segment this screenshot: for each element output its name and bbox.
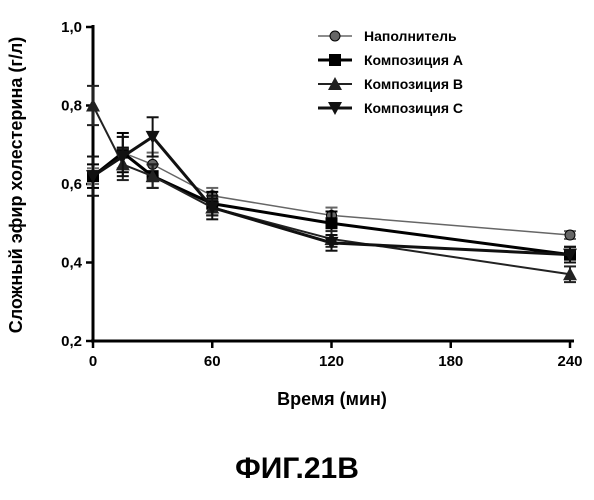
y-tick-label: 0,6: [61, 176, 82, 193]
axes: 0,2 0,4 0,6 0,8 1,0 0 60 120 180 240: [61, 19, 582, 370]
x-tick-label: 240: [557, 353, 582, 370]
x-tick-label: 0: [89, 353, 97, 370]
chart: 0,2 0,4 0,6 0,8 1,0 0 60 120 180 240 Наполнитель К…: [0, 0, 594, 440]
x-tick-label: 120: [319, 353, 344, 370]
y-tick-label: 0,8: [61, 98, 82, 115]
x-tick-label: 180: [438, 353, 463, 370]
y-tick-label: 0,2: [61, 333, 82, 350]
legend-marker: [329, 54, 341, 66]
series-4: [86, 117, 577, 262]
legend-label: Композиция B: [364, 76, 463, 92]
y-axis-label: Сложный эфир холестерина (г/л): [6, 37, 26, 334]
x-axis-label: Время (мин): [277, 389, 387, 409]
figure-caption: ФИГ.21В: [0, 452, 594, 486]
legend-label: Наполнитель: [364, 28, 457, 44]
legend-label: Композиция A: [364, 52, 463, 68]
legend-label: Композиция C: [364, 100, 463, 116]
legend-item: Наполнитель: [318, 28, 457, 44]
x-tick-label: 60: [204, 353, 221, 370]
y-tick-label: 0,4: [61, 255, 83, 272]
legend: Наполнитель Композиция A Композиция B Компо…: [318, 28, 463, 116]
legend-item: Композиция A: [318, 52, 463, 68]
data-point: [326, 217, 338, 229]
legend-marker: [330, 31, 340, 41]
legend-item: Композиция C: [318, 100, 463, 116]
y-tick-label: 1,0: [61, 19, 82, 36]
data-point: [565, 230, 575, 240]
series-layer: [86, 86, 577, 282]
legend-item: Композиция B: [318, 76, 463, 92]
